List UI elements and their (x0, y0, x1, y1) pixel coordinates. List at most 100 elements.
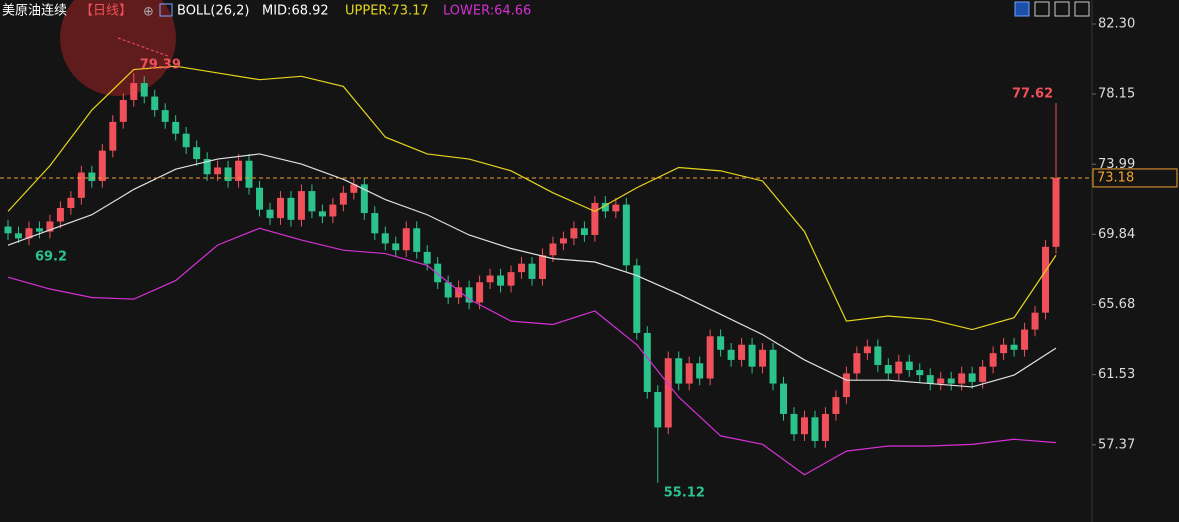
candle-body (633, 265, 641, 333)
candle-body (1031, 312, 1039, 330)
candle-body (381, 233, 389, 244)
candle-body (947, 378, 955, 384)
candle-body (235, 160, 243, 181)
candle-body (297, 191, 305, 220)
candle-body (863, 346, 871, 354)
candle-body (612, 204, 620, 212)
mid-label: MID:68.92 (262, 4, 329, 19)
last-price-box (1092, 168, 1178, 188)
candle-body (706, 336, 714, 379)
tool-button[interactable] (1034, 1, 1050, 17)
y-tick-label: 61.53 (1098, 367, 1135, 382)
tool-button[interactable] (1054, 1, 1070, 17)
candle-body (98, 150, 106, 181)
candle-body (1010, 344, 1018, 350)
lower-label: LOWER:64.66 (443, 4, 531, 19)
y-tick-label: 57.37 (1098, 437, 1135, 452)
candle-body (591, 202, 599, 236)
candle-body (748, 344, 756, 367)
settings-icon[interactable]: ⊕ (143, 5, 154, 20)
candle-body (203, 159, 211, 175)
candle-body (800, 417, 808, 435)
candle-body (664, 358, 672, 428)
candle-body (371, 213, 379, 234)
candle-body (1000, 344, 1008, 354)
candle-body (245, 160, 253, 188)
candle-body (455, 287, 463, 298)
candle-body (77, 172, 85, 198)
candle-body (214, 167, 222, 175)
candle-body (476, 282, 484, 303)
candle-body (486, 275, 494, 283)
candle-body (842, 373, 850, 398)
candle-body (538, 255, 546, 279)
candle-body (559, 238, 567, 244)
candle-body (4, 226, 12, 234)
tool-button[interactable] (1074, 1, 1090, 17)
candle-body (968, 373, 976, 382)
max-label: 79.39 (140, 58, 181, 73)
y-tick-label: 65.68 (1098, 297, 1135, 312)
boll-line (7, 153, 1057, 388)
candle-body (958, 373, 966, 384)
candle-body (119, 99, 127, 122)
candle-body (685, 363, 693, 384)
candle-body (989, 353, 997, 367)
candle-body (497, 275, 505, 286)
indicator-icon[interactable] (159, 3, 173, 17)
candle-body (717, 336, 725, 350)
recent-high-label: 77.62 (1012, 86, 1053, 101)
candle-body (738, 344, 746, 360)
candle-body (821, 413, 829, 441)
y-tick-label: 82.30 (1098, 16, 1135, 31)
candle-body (790, 413, 798, 435)
candle-body (654, 392, 662, 428)
candle-body (256, 187, 264, 210)
candle-body (88, 172, 96, 181)
y-tick-label: 69.84 (1098, 227, 1135, 242)
local-min-label: 69.2 (35, 250, 67, 265)
candle-body (905, 361, 913, 371)
y-tick-label: 73.99 (1098, 157, 1135, 172)
candle-body (360, 184, 368, 214)
candle-body (423, 251, 431, 264)
candle-body (161, 110, 169, 122)
candle-body (580, 228, 588, 236)
boll-line (7, 227, 1057, 476)
last-price-label: 73.18 (1097, 170, 1134, 185)
candle-body (67, 197, 75, 208)
candle-body (318, 211, 326, 217)
candle-body (601, 202, 609, 212)
candle-body (1021, 329, 1029, 350)
period[interactable]: 【日线】 (80, 4, 132, 19)
candle-body (916, 370, 924, 376)
candle-body (895, 361, 903, 374)
candle-body (759, 349, 767, 367)
candle-body (643, 332, 651, 393)
candle-body (727, 349, 735, 360)
candle-body (109, 121, 117, 151)
candle-body (465, 287, 473, 303)
candle-body (528, 263, 536, 279)
candle-body (130, 83, 138, 100)
candle-body (402, 228, 410, 251)
candle-body (266, 209, 274, 219)
candle-body (193, 147, 201, 160)
candle-body (549, 243, 557, 256)
upper-label: UPPER:73.17 (345, 4, 429, 19)
candle-body (339, 192, 347, 205)
candle-body (182, 133, 190, 148)
candle-body (287, 197, 295, 220)
candle-body (570, 228, 578, 239)
candle-body (622, 204, 630, 266)
candle-body (14, 233, 22, 239)
pointer (117, 37, 169, 57)
candle-body (392, 243, 400, 251)
candle-body (811, 417, 819, 441)
candle-body (769, 349, 777, 384)
candle-body (507, 272, 515, 286)
tool-button[interactable] (1014, 1, 1030, 17)
candle-body (25, 228, 33, 239)
